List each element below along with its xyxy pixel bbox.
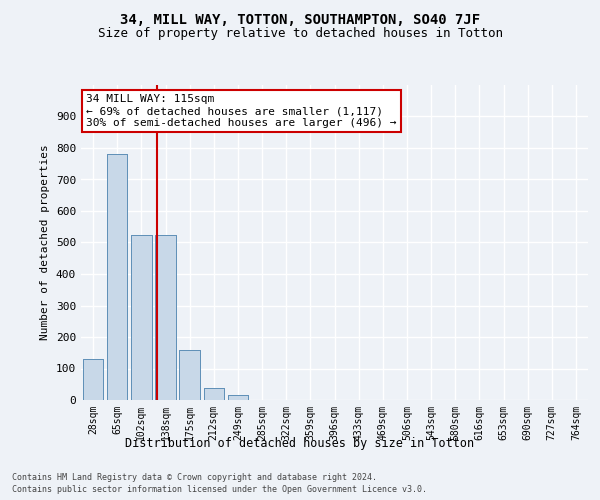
Text: Contains public sector information licensed under the Open Government Licence v3: Contains public sector information licen… (12, 485, 427, 494)
Bar (107, 154, 127, 400)
Bar (107, 154, 127, 400)
Bar (179, 350, 200, 400)
Bar (227, 396, 248, 400)
Bar (155, 234, 176, 400)
Bar (203, 388, 224, 400)
Bar (131, 234, 152, 400)
Text: Contains HM Land Registry data © Crown copyright and database right 2024.: Contains HM Land Registry data © Crown c… (12, 472, 377, 482)
Text: 34 MILL WAY: 115sqm
← 69% of detached houses are smaller (1,117)
30% of semi-det: 34 MILL WAY: 115sqm ← 69% of detached ho… (86, 94, 397, 128)
Bar (131, 234, 152, 400)
Bar (227, 396, 248, 400)
Bar (83, 359, 103, 400)
Text: Size of property relative to detached houses in Totton: Size of property relative to detached ho… (97, 28, 503, 40)
Bar (155, 234, 176, 400)
Text: 34, MILL WAY, TOTTON, SOUTHAMPTON, SO40 7JF: 34, MILL WAY, TOTTON, SOUTHAMPTON, SO40 … (120, 12, 480, 26)
Text: Distribution of detached houses by size in Totton: Distribution of detached houses by size … (125, 438, 475, 450)
Bar (179, 350, 200, 400)
Bar (203, 388, 224, 400)
Y-axis label: Number of detached properties: Number of detached properties (40, 144, 50, 340)
Bar (83, 359, 103, 400)
